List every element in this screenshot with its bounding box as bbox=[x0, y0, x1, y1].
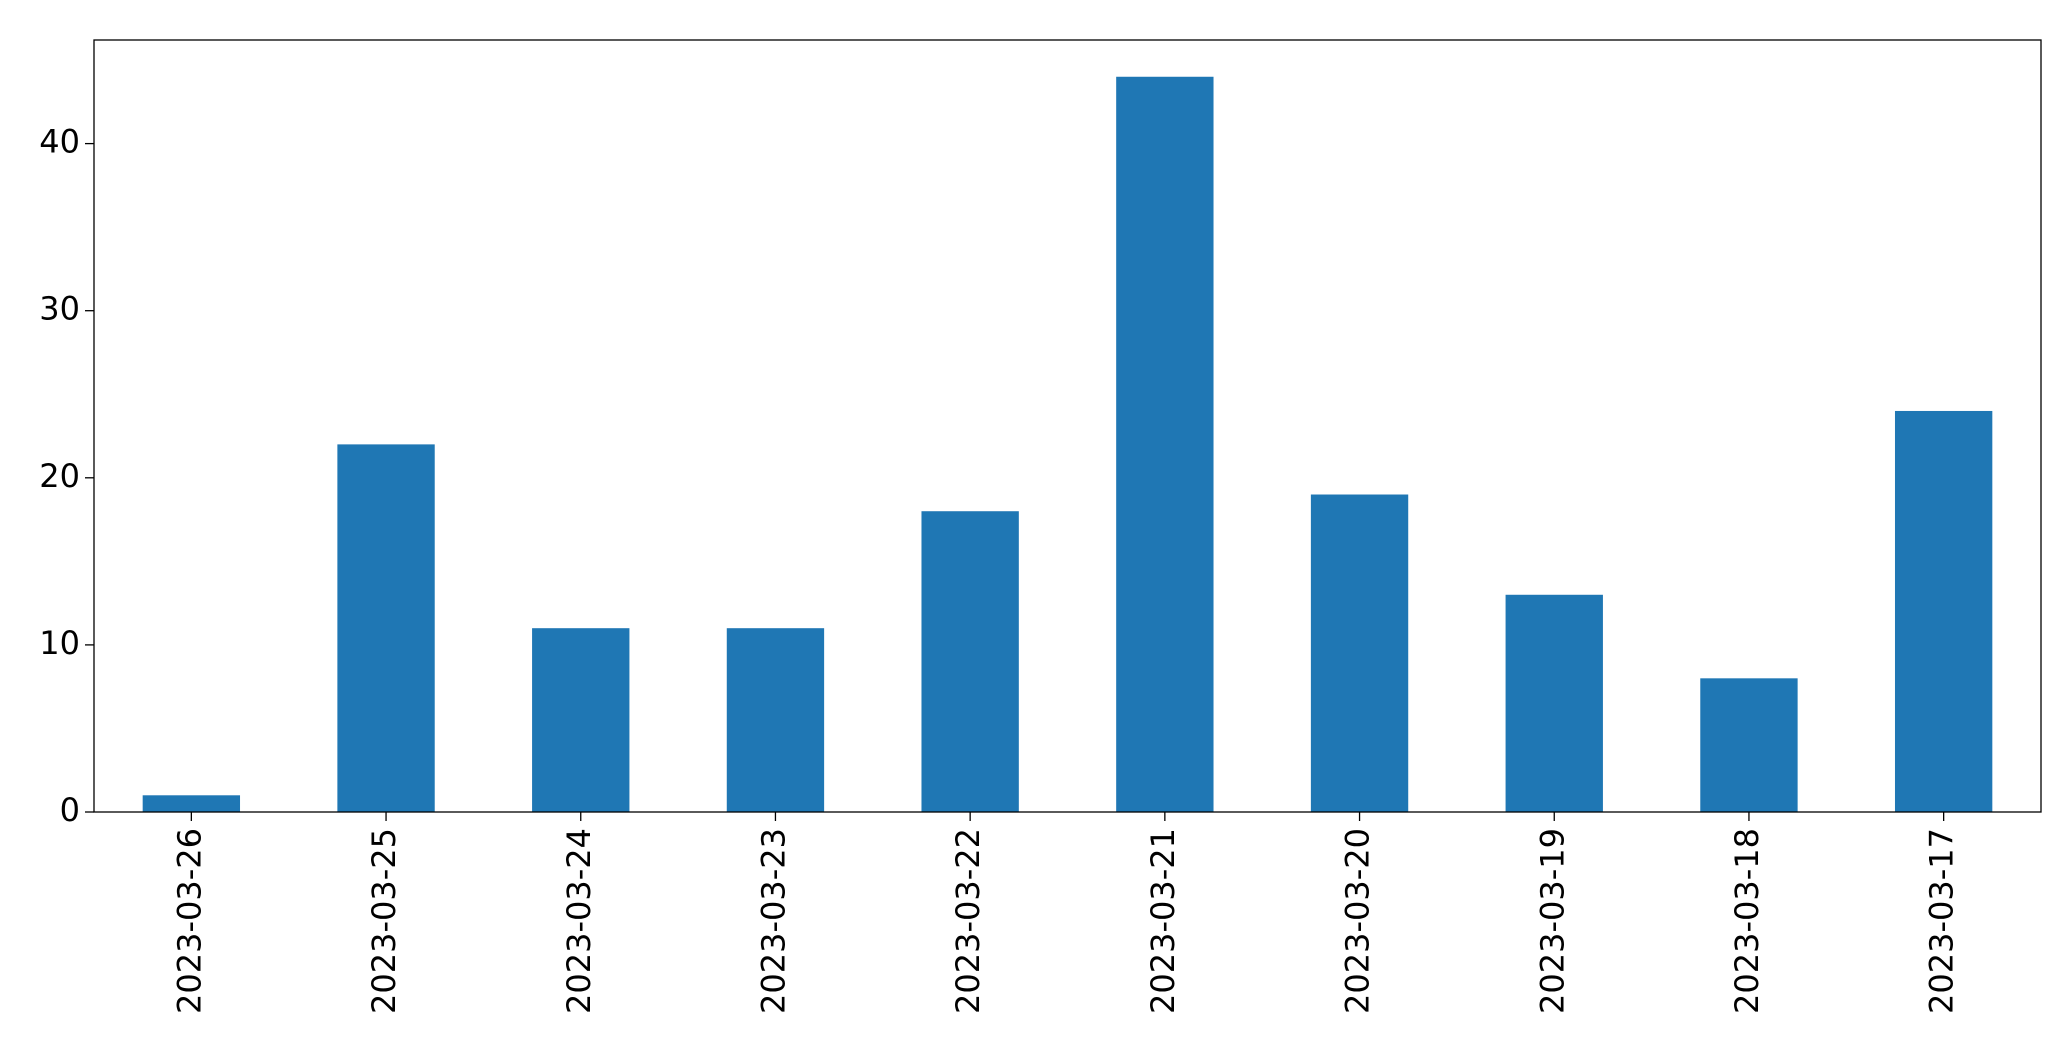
y-tick-label: 10 bbox=[39, 624, 80, 662]
x-tick-label: 2023-03-17 bbox=[1923, 828, 1961, 1014]
bar bbox=[726, 628, 825, 812]
y-tick-label: 0 bbox=[60, 791, 80, 829]
bar bbox=[1505, 594, 1603, 812]
bar bbox=[1894, 410, 1993, 812]
x-tick-label: 2023-03-20 bbox=[1339, 828, 1377, 1014]
bar bbox=[1700, 678, 1798, 812]
x-tick-label: 2023-03-18 bbox=[1728, 828, 1766, 1014]
y-tick-label: 40 bbox=[39, 123, 80, 161]
x-tick-label: 2023-03-24 bbox=[560, 828, 598, 1014]
y-tick-label: 30 bbox=[39, 290, 80, 328]
bar bbox=[337, 444, 435, 812]
bar bbox=[921, 511, 1019, 812]
x-tick-label: 2023-03-22 bbox=[949, 828, 987, 1014]
x-tick-label: 2023-03-23 bbox=[754, 828, 792, 1014]
x-tick-label: 2023-03-26 bbox=[170, 828, 208, 1014]
plot-frame bbox=[93, 39, 2042, 813]
bar bbox=[142, 795, 241, 812]
x-tick-label: 2023-03-21 bbox=[1144, 828, 1182, 1014]
bar bbox=[1310, 494, 1409, 812]
y-tick-label: 20 bbox=[39, 457, 80, 495]
x-tick-label: 2023-03-19 bbox=[1533, 828, 1571, 1014]
x-tick-label: 2023-03-25 bbox=[365, 828, 403, 1014]
bar bbox=[1116, 76, 1214, 812]
bar bbox=[532, 628, 630, 812]
